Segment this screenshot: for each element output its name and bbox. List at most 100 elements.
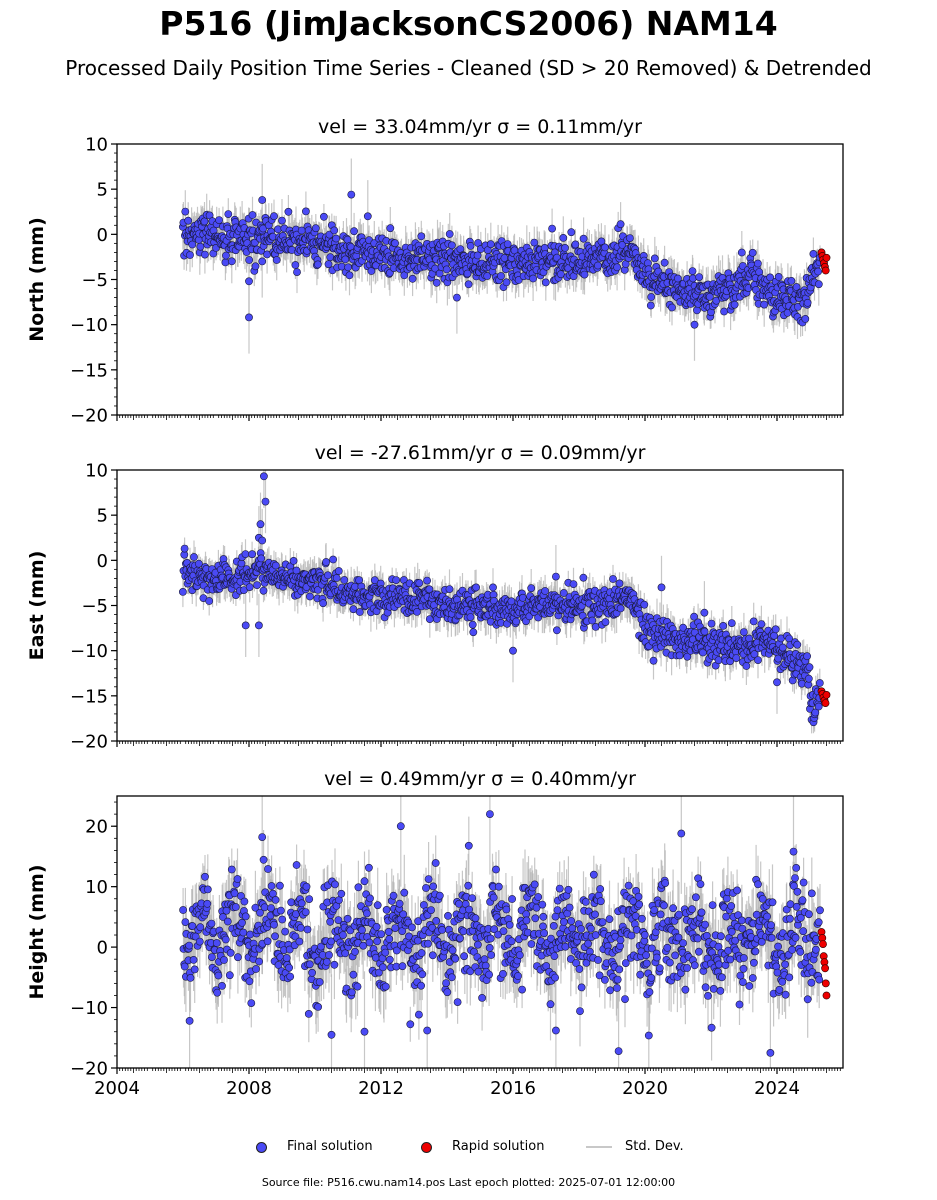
data-point <box>289 557 298 565</box>
data-point <box>750 650 759 659</box>
data-point <box>256 520 265 529</box>
data-point <box>258 536 267 545</box>
data-point <box>349 605 358 614</box>
data-point <box>305 592 314 601</box>
data-point <box>529 274 537 283</box>
data-point <box>200 250 209 259</box>
y-tick-label: −15 <box>70 360 108 381</box>
y-tick-label: −20 <box>70 406 108 427</box>
data-point <box>322 558 330 566</box>
data-point <box>601 243 609 252</box>
data-point <box>660 258 669 267</box>
data-point <box>719 622 728 630</box>
data-point <box>178 588 187 596</box>
data-point <box>227 257 236 266</box>
data-point <box>541 587 549 595</box>
data-point <box>425 585 434 594</box>
data-point <box>483 272 492 280</box>
data-point <box>332 234 340 243</box>
data-point <box>613 263 621 272</box>
data-point <box>180 544 189 553</box>
data-point <box>258 196 267 204</box>
data-point <box>527 584 536 593</box>
data-point <box>466 241 475 250</box>
rapid-point <box>821 266 830 275</box>
data-point <box>688 267 697 275</box>
data-point <box>215 216 223 224</box>
data-point <box>512 617 521 626</box>
data-point <box>270 212 278 221</box>
data-point <box>720 307 728 316</box>
data-point <box>347 190 356 199</box>
data-point <box>497 272 505 280</box>
data-point <box>675 651 684 660</box>
data-point <box>319 212 328 221</box>
panel-1: −20 −15 −10 −5 0 5 10 vel = 33.04mm/yr σ = 0.11… <box>26 116 844 427</box>
data-point <box>732 654 741 662</box>
data-point <box>271 561 280 570</box>
data-point <box>196 242 205 251</box>
rapid-point <box>821 699 830 707</box>
data-point <box>609 575 617 583</box>
data-point <box>553 626 561 635</box>
data-point <box>674 274 682 283</box>
y-tick-label: −20 <box>70 732 108 753</box>
data-point <box>809 249 818 258</box>
data-point <box>370 576 379 585</box>
data-point <box>188 240 197 249</box>
data-point <box>330 226 339 235</box>
rapid-solution-points <box>817 248 831 275</box>
data-point <box>571 240 580 249</box>
data-point <box>804 674 813 683</box>
data-point <box>640 600 649 609</box>
data-point <box>618 240 627 249</box>
y-tick-label: 0 <box>97 225 108 246</box>
data-point <box>284 207 293 216</box>
data-point <box>561 243 569 252</box>
data-point <box>690 320 699 329</box>
page-title: P516 (JimJacksonCS2006) NAM14 <box>159 4 778 43</box>
data-point <box>194 559 203 568</box>
data-point <box>241 621 250 630</box>
plot-area <box>178 158 831 361</box>
data-point <box>486 240 495 249</box>
data-point <box>350 227 358 236</box>
data-point <box>502 278 511 287</box>
data-point <box>647 293 656 301</box>
data-point <box>814 702 823 711</box>
data-point <box>541 278 550 287</box>
data-point <box>268 232 277 241</box>
data-point <box>278 216 286 225</box>
data-point <box>646 301 655 310</box>
panel-title: vel = 33.04mm/yr σ = 0.11mm/yr <box>318 116 642 138</box>
data-point <box>695 273 704 281</box>
data-point <box>313 260 322 269</box>
data-point <box>464 280 473 289</box>
data-point <box>442 265 451 274</box>
data-point <box>579 573 588 582</box>
data-point <box>801 314 810 323</box>
data-point <box>248 211 257 219</box>
data-point <box>594 261 602 270</box>
final-solution-points <box>178 190 824 329</box>
data-point <box>445 585 454 593</box>
data-point <box>749 617 758 626</box>
data-point <box>340 576 349 584</box>
data-point <box>683 652 692 661</box>
data-point <box>601 618 610 626</box>
data-point <box>469 628 478 637</box>
data-point <box>344 263 352 272</box>
data-point <box>291 261 300 269</box>
data-point <box>757 620 766 628</box>
rapid-point <box>822 253 831 262</box>
data-point <box>261 497 270 506</box>
data-point <box>548 224 556 233</box>
data-point <box>313 586 322 594</box>
data-point <box>452 293 461 302</box>
data-point <box>580 270 589 279</box>
rapid-solution-points <box>817 687 831 707</box>
data-point <box>569 580 578 588</box>
data-point <box>355 608 364 616</box>
data-point <box>417 232 426 241</box>
